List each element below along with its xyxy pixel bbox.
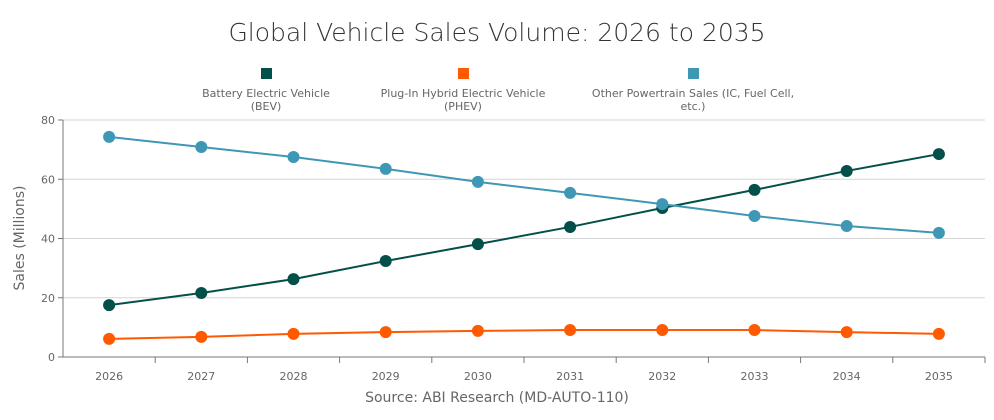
- data-point: [564, 220, 577, 233]
- x-tick-label: 2027: [187, 370, 215, 383]
- data-point: [564, 186, 577, 199]
- y-tick-label: 40: [41, 233, 55, 246]
- data-point: [379, 162, 392, 175]
- data-point: [195, 287, 208, 300]
- legend-label: Battery Electric Vehicle (BEV): [202, 87, 330, 113]
- y-tick-label: 80: [41, 114, 55, 127]
- series-line: [108, 135, 939, 234]
- data-point: [103, 299, 116, 312]
- data-point: [287, 327, 300, 340]
- chart-source: Source: ABI Research (MD-AUTO-110): [365, 390, 629, 406]
- data-point: [840, 220, 853, 233]
- data-point: [379, 255, 392, 268]
- data-point: [195, 140, 208, 153]
- data-point: [748, 324, 761, 337]
- x-tick-label: 2032: [648, 370, 676, 383]
- chart-title: Global Vehicle Sales Volume: 2026 to 203…: [228, 18, 766, 47]
- data-point: [471, 175, 484, 188]
- y-tick-label: 0: [48, 351, 55, 364]
- legend-swatch: [260, 68, 272, 79]
- y-tick-label: 20: [41, 292, 55, 305]
- x-tick-label: 2028: [280, 370, 308, 383]
- data-point: [840, 164, 853, 177]
- data-point: [287, 151, 300, 164]
- data-point: [287, 273, 300, 286]
- legend-label: Other Powertrain Sales (IC, Fuel Cell, e…: [591, 87, 795, 113]
- legend-label: Plug-In Hybrid Electric Vehicle (PHEV): [380, 87, 546, 113]
- data-point: [656, 198, 669, 211]
- data-point: [748, 209, 761, 222]
- data-point: [379, 326, 392, 339]
- legend-item-other[interactable]: Other Powertrain Sales (IC, Fuel Cell, e…: [580, 68, 806, 113]
- data-point: [471, 238, 484, 251]
- data-point: [932, 327, 945, 340]
- data-point: [748, 183, 761, 196]
- data-point: [932, 148, 945, 161]
- legend-item-phev[interactable]: Plug-In Hybrid Electric Vehicle (PHEV): [362, 68, 564, 113]
- legend-swatch: [687, 68, 699, 79]
- series-line: [108, 153, 940, 307]
- data-point: [103, 332, 116, 345]
- x-tick-label: 2034: [833, 370, 861, 383]
- x-tick-label: 2035: [925, 370, 953, 383]
- data-point: [840, 326, 853, 339]
- legend-swatch: [457, 68, 469, 79]
- x-tick-label: 2031: [556, 370, 584, 383]
- x-tick-label: 2026: [95, 370, 123, 383]
- data-point: [656, 324, 669, 337]
- data-point: [932, 226, 945, 239]
- data-point: [564, 324, 577, 337]
- x-tick-label: 2029: [372, 370, 400, 383]
- x-tick-label: 2030: [464, 370, 492, 383]
- x-tick-label: 2033: [741, 370, 769, 383]
- y-tick-label: 60: [41, 173, 55, 186]
- y-axis-label: Sales (Millions): [12, 185, 28, 290]
- data-point: [195, 330, 208, 343]
- legend-item-bev[interactable]: Battery Electric Vehicle (BEV): [190, 68, 342, 113]
- series-line: [109, 329, 939, 340]
- data-point: [103, 130, 116, 143]
- data-point: [471, 324, 484, 337]
